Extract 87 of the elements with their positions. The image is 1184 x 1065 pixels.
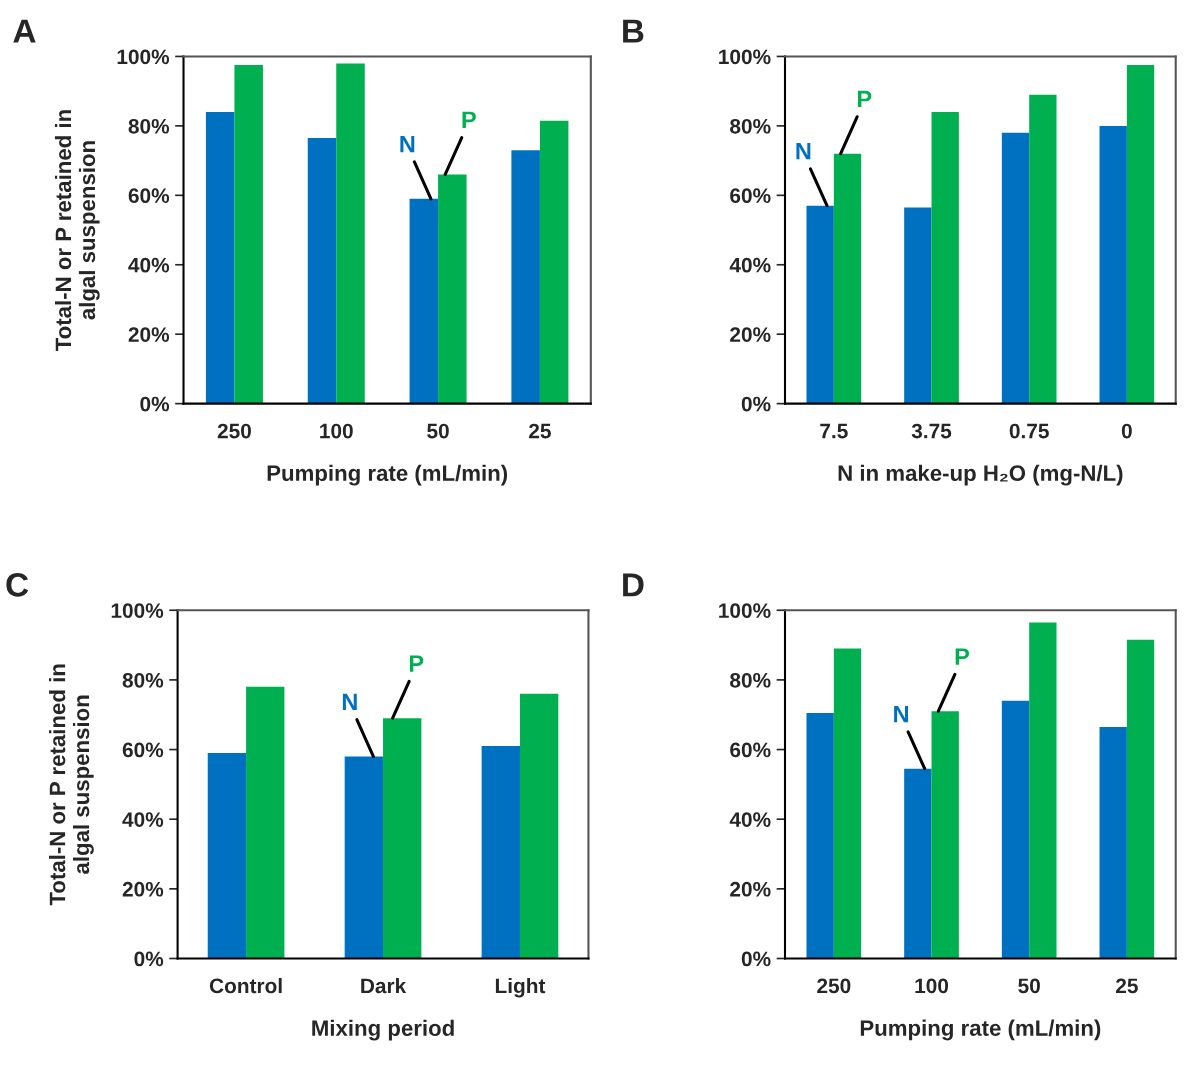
y-tick-label: 20% — [122, 881, 164, 897]
bar — [833, 648, 862, 959]
bar — [519, 693, 559, 959]
y-tick-label: 60% — [128, 188, 170, 204]
y-tick-label: 80% — [122, 672, 164, 688]
y-tick-label: 40% — [729, 812, 771, 827]
bar — [344, 756, 384, 959]
bar — [904, 768, 932, 959]
bar — [246, 686, 285, 959]
y-tick-label: 80% — [730, 672, 771, 688]
bar — [1029, 94, 1057, 404]
annotation: N — [796, 142, 811, 160]
y-tick-label: 100% — [719, 603, 771, 618]
annotation: P — [857, 90, 872, 108]
x-tick-label: 25 — [1116, 978, 1138, 994]
x-tick-label: 250 — [817, 978, 851, 994]
bar — [383, 718, 422, 959]
bar — [1099, 125, 1127, 404]
bar — [409, 198, 439, 404]
y-tick-label: 20% — [730, 881, 771, 897]
y-tick-label: 60% — [730, 188, 771, 204]
x-tick-label: 7.5 — [820, 423, 848, 439]
bar — [1001, 132, 1030, 404]
y-tick-label: 20% — [128, 327, 170, 342]
y-tick-label: 100% — [719, 49, 771, 65]
x-tick-label: 3.75 — [911, 423, 952, 439]
x-tick-label: 250 — [217, 423, 251, 439]
annotation: N — [400, 135, 415, 153]
y-tick-label: 40% — [729, 257, 771, 273]
y-tick-label: 0% — [741, 951, 771, 967]
bar — [481, 746, 520, 959]
bar — [1029, 622, 1057, 959]
bar — [1126, 65, 1155, 404]
bar — [806, 712, 834, 959]
x-axis-title: Pumping rate (mL/min) — [860, 1019, 1101, 1041]
y-tick-label: 40% — [128, 257, 170, 273]
y-tick-label: 100% — [111, 603, 164, 618]
bar — [307, 138, 337, 404]
x-tick-label: 25 — [529, 423, 551, 439]
x-axis-title: Pumping rate (mL/min) — [267, 464, 508, 486]
annotation: N — [342, 693, 357, 710]
bar — [234, 65, 263, 404]
bar — [207, 753, 247, 959]
y-tick-label: 80% — [128, 118, 170, 134]
bar — [336, 63, 365, 404]
bar — [931, 711, 959, 959]
x-tick-label: 50 — [1018, 978, 1040, 994]
chart-title: B — [623, 19, 644, 43]
x-tick-label: Control — [209, 977, 282, 994]
bar — [438, 174, 467, 404]
chart-title: C — [6, 573, 29, 597]
bar — [511, 150, 540, 404]
annotation: P — [955, 648, 970, 665]
bar — [1099, 726, 1127, 959]
bar — [806, 205, 834, 404]
x-tick-label: 100 — [915, 978, 949, 994]
y-axis-title: Total-N or P retained in algal suspension — [49, 664, 94, 906]
x-tick-label: Light — [495, 977, 546, 998]
bar — [205, 112, 235, 404]
annotation: P — [462, 111, 476, 128]
y-tick-label: 60% — [730, 742, 771, 758]
x-tick-label: 50 — [427, 423, 449, 439]
x-tick-label: 0.75 — [1009, 423, 1049, 439]
bar — [833, 153, 862, 404]
y-tick-label: 0% — [140, 396, 170, 412]
y-tick-label: 100% — [117, 49, 170, 65]
x-tick-label: 0 — [1121, 423, 1132, 439]
y-tick-label: 0% — [134, 951, 164, 967]
y-tick-label: 0% — [741, 396, 771, 412]
y-tick-label: 20% — [730, 327, 771, 342]
bar — [931, 112, 959, 404]
x-axis-title: N in make-up H₂O (mg-N/L) — [838, 464, 1123, 486]
bar — [1126, 639, 1155, 959]
annotation: P — [409, 655, 424, 672]
x-tick-label: Dark — [361, 977, 407, 994]
x-axis-title: Mixing period — [312, 1019, 454, 1041]
bar — [1001, 700, 1030, 959]
y-axis-title: Total-N or P retained in algal suspension — [54, 110, 100, 351]
y-tick-label: 40% — [122, 812, 164, 827]
chart-title: D — [623, 573, 644, 597]
chart-title: A — [13, 19, 36, 43]
bar — [539, 120, 569, 404]
x-tick-label: 100 — [320, 423, 353, 439]
bar — [904, 207, 932, 404]
y-tick-label: 60% — [122, 742, 164, 758]
y-tick-label: 80% — [730, 118, 771, 134]
annotation: N — [894, 705, 908, 723]
